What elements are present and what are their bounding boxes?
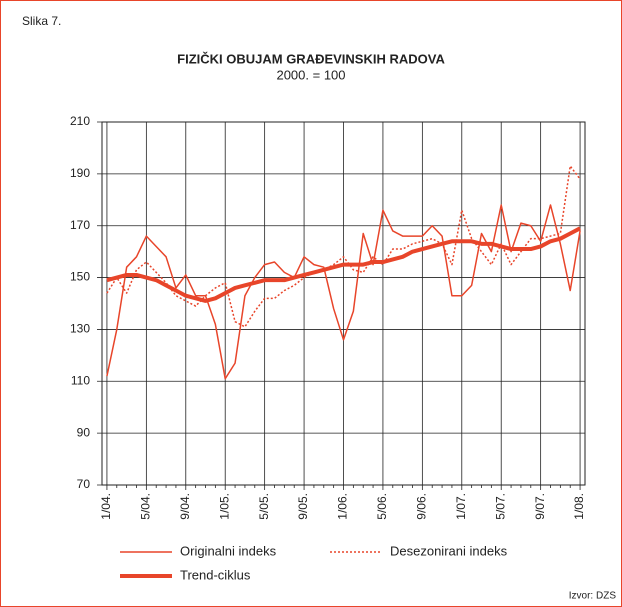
x-tick-label: 5/07. (493, 493, 507, 520)
x-tick-label: 5/05. (257, 493, 271, 520)
line-series (106, 165, 581, 328)
x-tick-label: 9/07. (533, 493, 547, 520)
chart-subtitle: 2000. = 100 (276, 67, 345, 82)
x-tick-label: 9/05. (296, 493, 310, 520)
x-tick-label: 1/06. (336, 493, 350, 520)
y-tick-label: 130 (70, 322, 90, 336)
line-series (106, 226, 582, 303)
y-tick-label: 190 (70, 166, 90, 180)
legend-label: Desezonirani indeks (390, 543, 508, 558)
legend-label: Trend-ciklus (180, 567, 251, 582)
y-tick-label: 150 (70, 270, 90, 284)
y-tick-label: 170 (70, 218, 90, 232)
source: Izvor: DZS (569, 591, 617, 602)
y-tick-label: 210 (70, 114, 90, 128)
line-series (106, 204, 581, 380)
x-tick-label: 1/04. (99, 493, 113, 520)
y-tick-label: 110 (71, 373, 90, 387)
legend-label: Originalni indeks (180, 543, 277, 558)
x-tick-label: 1/07. (454, 493, 468, 520)
x-tick-label: 1/08. (572, 493, 586, 520)
plot-frame (101, 121, 586, 486)
x-tick-label: 5/04. (139, 493, 153, 520)
y-tick-label: 90 (77, 425, 91, 439)
y-tick-label: 70 (77, 477, 91, 491)
x-tick-label: 5/06. (375, 493, 389, 520)
x-tick-label: 1/05. (217, 493, 231, 520)
chart-title: FIZIČKI OBUJAM GRAĐEVINSKIH RADOVA (177, 51, 445, 66)
x-tick-label: 9/04. (178, 493, 192, 520)
x-tick-label: 9/06. (415, 493, 429, 520)
figure-label: Slika 7. (22, 14, 61, 28)
